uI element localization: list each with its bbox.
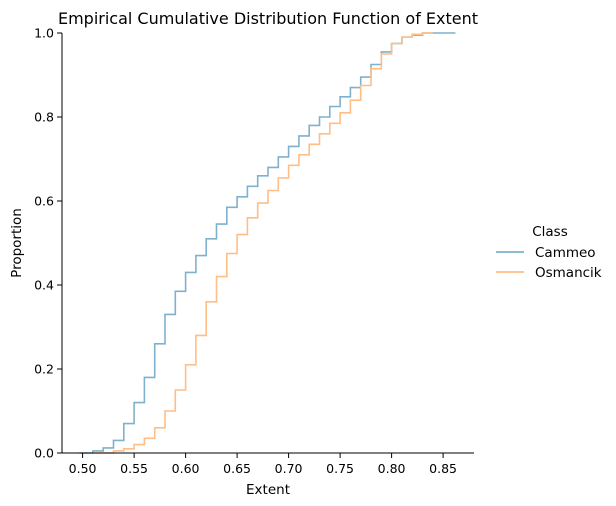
x-tick-label: 0.55 (120, 461, 148, 476)
y-tick-label: 0.8 (34, 110, 54, 125)
x-tick-label: 0.70 (275, 461, 303, 476)
legend: Class Cammeo Osmancik (496, 224, 602, 281)
y-tick-label: 0.2 (34, 362, 54, 377)
y-tick-label: 0.0 (34, 446, 54, 461)
legend-items: Cammeo Osmancik (496, 245, 602, 281)
series-line-cammeo (79, 32, 456, 454)
x-tick-label: 0.65 (223, 461, 251, 476)
y-axis-ticks: 0.0 0.2 0.4 0.6 0.8 1.0 (34, 26, 62, 461)
x-axis-label: Extent (246, 482, 290, 498)
series-line-osmancik (92, 32, 433, 454)
x-tick-label: 0.50 (69, 461, 97, 476)
y-axis-label: Proportion (9, 208, 25, 278)
x-tick-label: 0.60 (172, 461, 200, 476)
x-tick-label: 0.85 (429, 461, 457, 476)
legend-title: Class (532, 224, 568, 240)
legend-label-cammeo: Cammeo (535, 245, 596, 261)
plot-series (79, 32, 456, 454)
y-tick-label: 1.0 (34, 26, 54, 41)
chart-title: Empirical Cumulative Distribution Functi… (58, 9, 478, 28)
x-tick-label: 0.75 (326, 461, 354, 476)
legend-label-osmancik: Osmancik (535, 265, 602, 281)
y-tick-label: 0.6 (34, 194, 54, 209)
y-tick-label: 0.4 (34, 278, 54, 293)
x-tick-label: 0.80 (378, 461, 406, 476)
x-axis-ticks: 0.50 0.55 0.60 0.65 0.70 0.75 0.80 0.85 (69, 453, 457, 476)
